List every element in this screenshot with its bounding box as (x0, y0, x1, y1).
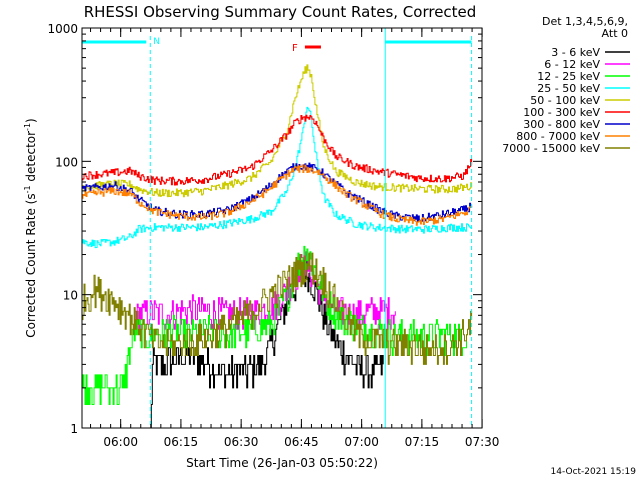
x-tick-label-6: 07:30 (465, 435, 500, 449)
legend-label-6: 300 - 800 keV (523, 118, 600, 131)
y-axis-label: Corrected Count Rate (s-1 detector-1) (23, 118, 38, 337)
y-tick-label-2: 100 (55, 155, 78, 169)
legend-header-line2: Att 0 (602, 27, 628, 40)
night-label: N (153, 37, 160, 47)
x-tick-label-5: 07:15 (405, 435, 440, 449)
legend-label-4: 50 - 100 keV (530, 94, 600, 107)
legend-label-3: 25 - 50 keV (537, 82, 600, 95)
legend-label-5: 100 - 300 keV (523, 106, 600, 119)
legend-label-7: 800 - 7000 keV (516, 130, 600, 143)
annotation-layer: NF (82, 28, 473, 428)
x-axis-label: Start Time (26-Jan-03 05:50:22) (186, 456, 378, 470)
legend-header-line1: Det 1,3,4,5,6,9, (542, 15, 628, 28)
x-tick-label-0: 06:00 (103, 435, 138, 449)
y-tick-label-0: 1 (70, 422, 78, 436)
series-line-2 (82, 245, 468, 405)
x-tick-label-2: 06:30 (224, 435, 259, 449)
generated-timestamp: 14-Oct-2021 15:19 (551, 467, 637, 477)
series-line-5 (82, 114, 473, 186)
legend-label-8: 7000 - 15000 keV (502, 142, 600, 155)
y-axis-label-sup1: -1 (23, 185, 32, 193)
flare-label: F (292, 43, 298, 54)
x-tick-label-3: 06:45 (284, 435, 319, 449)
series-line-7 (82, 164, 473, 226)
legend-label-2: 12 - 25 keV (537, 70, 600, 83)
chart-title: RHESSI Observing Summary Count Rates, Co… (84, 3, 477, 21)
y-tick-label-1: 10 (63, 289, 78, 303)
y-axis-ticks: 1 10 100 1000 (47, 22, 482, 436)
x-axis-ticks: 06:00 06:15 06:30 06:45 07:00 07:15 07:30 (90, 28, 500, 449)
series-line-3 (82, 106, 473, 249)
y-axis-label-part3: ) (24, 118, 38, 123)
y-tick-label-3: 1000 (47, 22, 78, 36)
y-axis-label-sup2: -1 (23, 123, 32, 131)
y-axis-label-part2: detector (24, 131, 38, 186)
legend-label-1: 6 - 12 keV (544, 58, 600, 71)
series-line-4 (82, 64, 473, 198)
y-axis-label-part1: Corrected Count Rate (s (24, 193, 38, 337)
plot-frame (81, 27, 483, 429)
legend-label-0: 3 - 6 keV (551, 46, 600, 59)
x-tick-label-4: 07:00 (344, 435, 379, 449)
x-tick-label-1: 06:15 (164, 435, 199, 449)
series-line-8 (82, 252, 473, 365)
series-layer (82, 64, 473, 429)
